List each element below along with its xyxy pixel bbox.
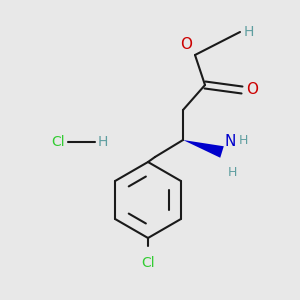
Text: H: H [244, 25, 254, 39]
Text: O: O [246, 82, 258, 98]
Polygon shape [183, 140, 224, 158]
Text: Cl: Cl [141, 256, 155, 270]
Text: H: H [228, 166, 237, 179]
Text: H: H [98, 135, 108, 149]
Text: N: N [225, 134, 236, 149]
Text: Cl: Cl [51, 135, 65, 149]
Text: H: H [239, 134, 248, 147]
Text: O: O [180, 37, 192, 52]
